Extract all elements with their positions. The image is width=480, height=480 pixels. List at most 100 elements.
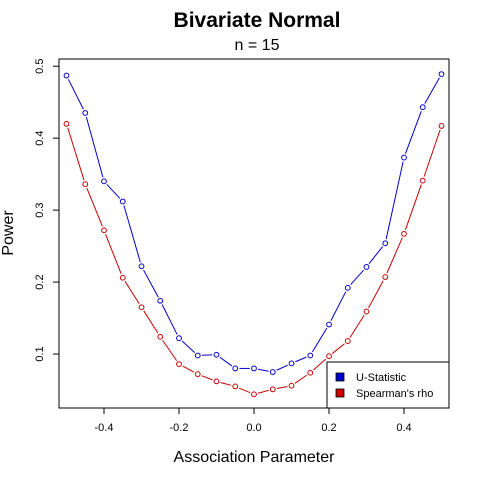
data-point — [119, 198, 126, 205]
data-point — [176, 361, 182, 368]
legend-box — [326, 361, 450, 409]
data-point — [401, 230, 407, 237]
series-line-segment — [368, 246, 384, 264]
series-line-segment — [331, 343, 345, 354]
series-line-segment — [106, 184, 121, 199]
data-point — [326, 321, 332, 328]
series-line-segment — [404, 110, 422, 154]
data-point — [382, 274, 389, 280]
x-tick-label: 0.4 — [396, 422, 411, 434]
data-point — [363, 264, 370, 270]
data-point — [419, 177, 426, 184]
y-tick-label: 0.4 — [34, 131, 46, 146]
series-1 — [63, 120, 445, 398]
legend-label-u-statistic: U-Statistic — [356, 372, 407, 384]
plot-area-frame — [58, 58, 450, 409]
series-line-segment — [220, 381, 232, 386]
series-line-segment — [219, 356, 233, 367]
series-0 — [63, 71, 445, 375]
data-point — [438, 123, 445, 129]
series-line-segment — [143, 310, 159, 334]
series-line-segment — [181, 340, 195, 353]
data-point — [307, 352, 314, 359]
series-line-segment — [424, 77, 440, 104]
series-line-segment — [67, 127, 85, 181]
data-point — [194, 352, 201, 359]
legend-label-spearmans-rho: Spearman's rho — [356, 388, 433, 400]
series-line-segment — [85, 116, 104, 178]
series-line-segment — [350, 269, 365, 286]
x-tick-label: 0.2 — [321, 422, 336, 434]
data-point — [307, 369, 314, 376]
chart-title: Bivariate Normal — [174, 9, 341, 32]
series-line-segment — [295, 356, 307, 363]
data-point — [213, 351, 220, 358]
legend-swatch-u-statistic — [335, 372, 345, 382]
x-tick-label: -0.4 — [95, 422, 114, 434]
legend-swatch-spearmans-rho — [335, 388, 345, 398]
series-line-segment — [238, 387, 251, 394]
data-point — [401, 154, 407, 161]
data-point — [157, 333, 164, 340]
data-point — [344, 284, 351, 291]
series-line-segment — [258, 368, 269, 372]
series-line-segment — [182, 365, 195, 373]
data-point — [82, 181, 89, 188]
data-point — [382, 240, 389, 247]
series-line-segment — [276, 364, 288, 371]
y-axis: 0.1 0.2 0.3 0.4 0.5 — [34, 59, 60, 362]
y-tick-label: 0.5 — [34, 59, 46, 74]
series-line-segment — [330, 291, 347, 322]
series-line-segment — [368, 280, 384, 309]
data-point — [82, 110, 89, 116]
x-axis: -0.4 -0.2 0.0 0.2 0.4 — [95, 407, 412, 434]
y-tick-label: 0.3 — [34, 202, 46, 217]
legend: U-Statistic Spearman's rho — [326, 361, 450, 409]
series-line-segment — [201, 375, 213, 381]
data-point — [269, 369, 276, 375]
data-point — [63, 120, 70, 127]
series-line-segment — [67, 79, 84, 110]
series-line-segment — [276, 385, 288, 389]
y-tick-label: 0.1 — [34, 346, 46, 361]
data-point — [269, 386, 276, 393]
series-line-segment — [105, 233, 122, 275]
series-line-segment — [404, 184, 422, 231]
series-line-segment — [349, 314, 365, 338]
x-axis-title: Association Parameter — [174, 449, 336, 466]
data-point — [63, 72, 70, 79]
series-line-segment — [123, 205, 141, 263]
data-point — [138, 263, 145, 270]
data-point — [419, 104, 426, 111]
series-line-segment — [386, 237, 403, 274]
data-point — [288, 360, 295, 367]
series-line-segment — [257, 389, 269, 394]
series-line-segment — [86, 187, 103, 227]
data-point — [176, 335, 182, 342]
series-line-segment — [294, 374, 308, 384]
series-line-segment — [311, 327, 328, 353]
data-point — [213, 378, 220, 385]
data-point — [157, 297, 164, 304]
series-line-segment — [423, 129, 441, 177]
data-point — [232, 383, 239, 390]
series-layer — [63, 71, 445, 398]
series-line-segment — [385, 161, 404, 240]
data-point — [101, 227, 107, 234]
x-tick-label: -0.2 — [170, 422, 189, 434]
data-point — [119, 274, 126, 281]
y-axis-title: Power — [0, 210, 17, 256]
data-point — [101, 178, 107, 185]
data-point — [288, 382, 295, 389]
series-line-segment — [124, 281, 140, 304]
data-point — [326, 353, 332, 360]
chart-subtitle: n = 15 — [235, 37, 280, 54]
data-point — [251, 391, 257, 398]
series-line-segment — [313, 358, 327, 371]
data-point — [232, 365, 239, 372]
data-point — [194, 371, 201, 378]
y-tick-label: 0.2 — [34, 274, 46, 289]
series-line-segment — [161, 304, 178, 335]
data-point — [438, 71, 445, 78]
